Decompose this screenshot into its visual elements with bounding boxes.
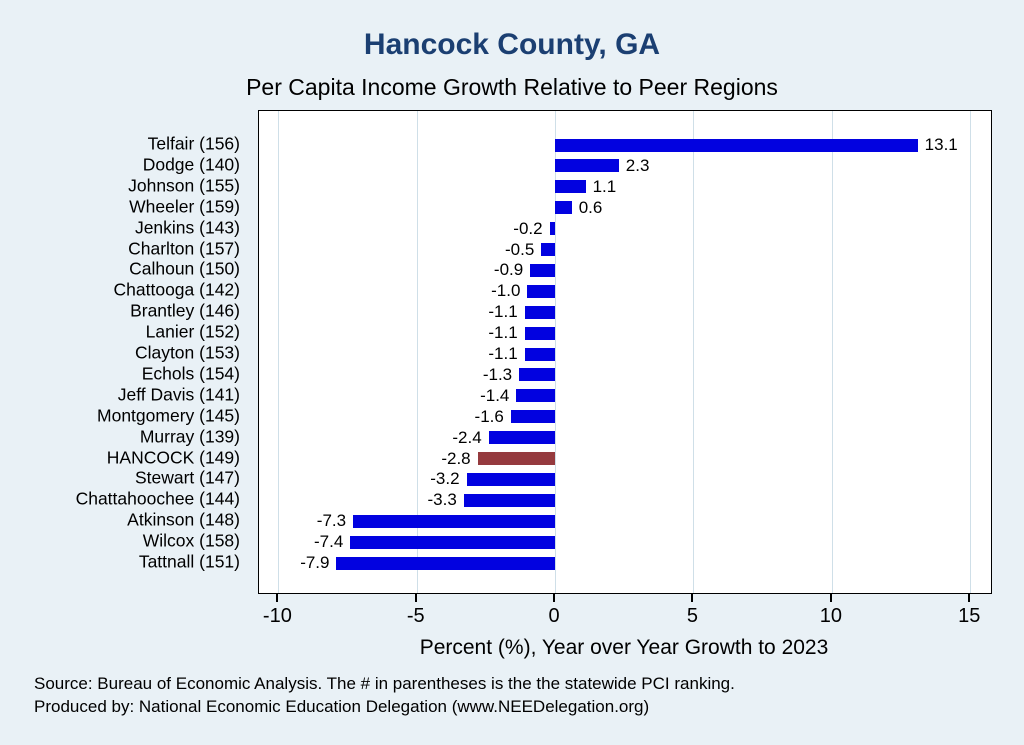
x-axis-title: Percent (%), Year over Year Growth to 20…	[419, 636, 829, 659]
bar-value-label: -7.9	[300, 553, 330, 572]
y-axis-label: Brantley (146)	[130, 300, 240, 321]
x-axis-tick	[691, 593, 694, 602]
bar	[524, 305, 556, 319]
bar	[488, 431, 556, 445]
x-axis-tick-label: -5	[406, 605, 425, 627]
bar	[353, 514, 556, 528]
bar-value-label: -0.5	[504, 239, 535, 259]
y-axis-label: Chattahoochee (144)	[75, 488, 240, 509]
bar-value-label: 1.1	[592, 176, 617, 196]
bar-value-label: -2.4	[452, 427, 482, 447]
y-axis-labels: Telfair (156) Dodge (140) Johnson (155) Whe…	[0, 110, 250, 592]
gridline	[555, 111, 557, 593]
bar-value-label: -0.9	[493, 260, 524, 280]
y-axis-label: Charlton (157)	[128, 238, 240, 258]
bar	[463, 493, 556, 507]
bar-value-label: -7.3	[316, 511, 347, 531]
bar	[466, 472, 556, 486]
bar	[530, 263, 556, 277]
source-note: Source: Bureau of Economic Analysis. The…	[34, 674, 735, 693]
footer-notes: Source: Bureau of Economic Analysis. The…	[34, 672, 994, 718]
bar	[555, 201, 572, 215]
bar-highlight	[477, 452, 556, 465]
y-axis-label: Dodge (140)	[142, 154, 240, 175]
y-axis-label: Montgomery (145)	[97, 405, 240, 426]
chart-title: Hancock County, GA	[363, 28, 661, 61]
y-axis-label: Calhoun (150)	[129, 258, 240, 279]
bar	[336, 556, 556, 570]
x-axis-tick	[829, 593, 832, 602]
y-axis-label: Murray (139)	[139, 426, 240, 447]
x-axis-tick	[968, 593, 971, 602]
bar-value-label: 2.3	[625, 155, 650, 175]
bar-value-label: -1.4	[480, 385, 510, 405]
bar	[516, 389, 556, 403]
bar	[524, 347, 556, 361]
y-axis-label: Lanier (152)	[145, 321, 240, 342]
bar-value-label: -3.2	[430, 469, 460, 489]
x-axis: -10 -5 0 5 10 15	[258, 593, 990, 635]
gridline	[970, 111, 972, 593]
x-axis-tick	[414, 593, 417, 602]
y-axis-label: Jenkins (143)	[134, 217, 240, 238]
gridline	[693, 111, 695, 593]
y-axis-label: Stewart (147)	[134, 467, 240, 488]
x-axis-tick	[276, 593, 279, 602]
bar-value-label: -7.4	[314, 532, 344, 552]
chart-subtitle: Per Capita Income Growth Relative to Pee…	[246, 74, 778, 100]
bar-value-label: -1.1	[488, 323, 518, 343]
bar	[541, 243, 556, 256]
bar-value-label: -1.1	[488, 344, 518, 363]
y-axis-label: Wilcox (158)	[142, 530, 240, 551]
y-axis-label: HANCOCK (149)	[106, 447, 240, 467]
y-axis-label: Johnson (155)	[128, 175, 240, 196]
bar	[524, 326, 556, 340]
x-axis-tick-label: -10	[262, 605, 292, 627]
y-axis-label: Chattooga (142)	[113, 279, 240, 300]
bar	[549, 222, 556, 236]
x-axis-tick-label: 0	[548, 605, 560, 627]
credit-note: Produced by: National Economic Education…	[34, 697, 650, 716]
x-axis-tick-label: 5	[686, 605, 699, 627]
bar	[519, 368, 556, 382]
x-axis-tick-label: 10	[819, 605, 842, 627]
bar-value-label: -1.0	[491, 281, 521, 301]
y-axis-label: Echols (154)	[141, 363, 240, 384]
plot-area: 13.1 2.3 1.1 0.6 -0.2 -0.5 -0.9 -1.0 -1.1 -1.1 -1.…	[258, 110, 992, 594]
x-axis-tick	[553, 593, 556, 602]
bar-value-label: -3.3	[427, 490, 457, 510]
bar-value-label: 13.1	[924, 135, 958, 154]
bar	[527, 284, 556, 298]
bar-value-label: -0.2	[513, 218, 543, 238]
y-axis-label: Jeff Davis (141)	[117, 384, 240, 405]
bar	[555, 159, 619, 173]
gridline	[416, 111, 418, 593]
y-axis-label: Telfair (156)	[147, 133, 240, 154]
bar	[555, 180, 586, 194]
gridline	[278, 111, 280, 593]
y-axis-label: Tattnall (151)	[138, 551, 240, 572]
bar	[510, 410, 556, 424]
bar	[555, 138, 918, 152]
gridline	[831, 111, 833, 593]
y-axis-label: Atkinson (148)	[127, 509, 240, 530]
bar-value-label: -1.3	[482, 364, 513, 384]
bar	[350, 535, 556, 549]
bar-value-label: -2.8	[441, 448, 471, 468]
x-axis-tick-label: 15	[958, 605, 981, 627]
y-axis-label: Clayton (153)	[134, 342, 240, 363]
bar-value-label: -1.6	[474, 406, 504, 426]
y-axis-label: Wheeler (159)	[129, 196, 240, 217]
bar-value-label: 0.6	[578, 197, 603, 217]
bar-value-label: -1.1	[488, 302, 518, 322]
